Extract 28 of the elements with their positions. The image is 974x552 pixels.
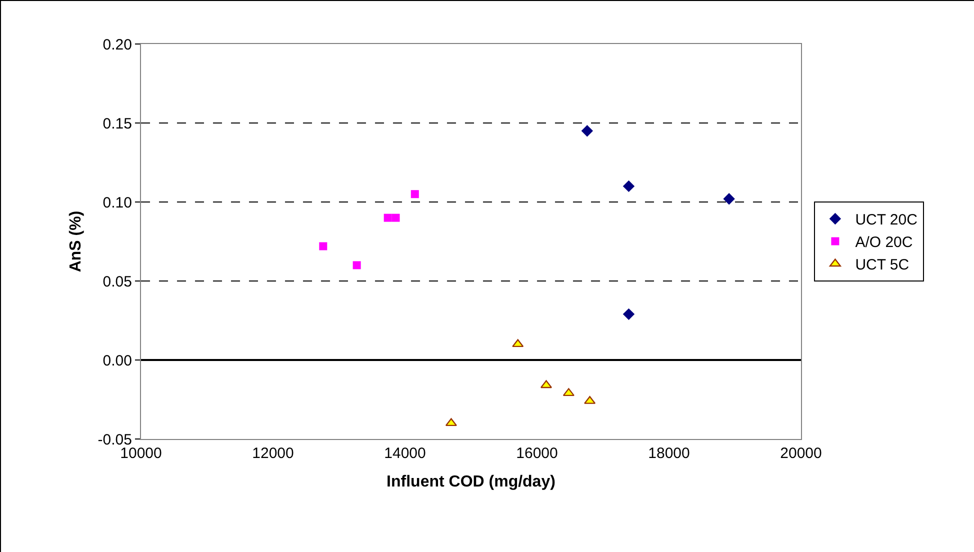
y-tick-label: 0.10 [102,194,132,212]
y-tick-label: 0.15 [102,115,132,132]
x-axis-title: Influent COD (mg/day) [386,474,556,491]
legend-label: UCT 20C [855,212,918,229]
legend-label: A/O 20C [855,234,913,252]
x-tick-label: 12000 [252,445,294,462]
point [512,339,524,348]
point [622,180,635,192]
y-tick-label: 0.20 [102,36,132,54]
point [581,125,594,137]
point [622,308,635,320]
point [384,214,392,222]
legend-label: UCT 5C [855,256,910,274]
point [723,192,735,205]
point [584,396,596,404]
y-axis-title: AnS (%) [68,210,85,272]
point [352,261,361,270]
y-tick-label: 0.00 [102,352,132,370]
point [392,214,400,222]
x-tick-label: 20000 [780,445,822,462]
point [445,418,457,426]
x-tick-label: 16000 [516,445,558,462]
point [319,242,328,250]
x-tick-label: 18000 [648,445,690,462]
x-tick-label: 14000 [384,445,426,462]
point [410,190,419,198]
point [562,388,574,396]
y-tick-label: 0.05 [102,273,132,290]
